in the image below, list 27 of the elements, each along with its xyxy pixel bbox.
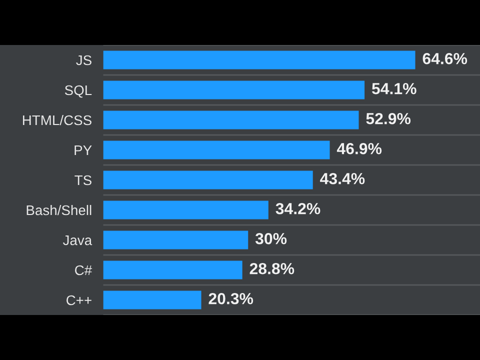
bar bbox=[103, 110, 359, 130]
bar bbox=[103, 200, 268, 220]
data-label: 46.9% bbox=[336, 142, 382, 154]
y-tick-label: Java bbox=[62, 235, 92, 246]
bar bbox=[103, 230, 248, 250]
data-label: 30% bbox=[255, 232, 287, 244]
bar bbox=[103, 260, 242, 280]
y-tick-label: C# bbox=[75, 265, 92, 276]
y-tick-label: JS bbox=[76, 55, 92, 66]
y-tick-label: HTML/CSS bbox=[23, 114, 92, 126]
y-tick-label: TS bbox=[74, 175, 92, 186]
bar bbox=[103, 50, 416, 70]
data-label: 52.9% bbox=[366, 112, 411, 124]
bar bbox=[103, 290, 202, 310]
y-tick-label: C++ bbox=[66, 295, 92, 306]
bar bbox=[103, 80, 365, 100]
y-tick-label: Bash/Shell bbox=[26, 204, 92, 216]
bar bbox=[103, 140, 330, 160]
data-label: 43.4% bbox=[320, 172, 365, 184]
data-label: 54.1% bbox=[372, 83, 416, 94]
bar bbox=[103, 170, 313, 190]
data-label: 34.2% bbox=[276, 202, 320, 214]
data-label: 28.8% bbox=[250, 262, 294, 274]
y-tick-label: PY bbox=[74, 145, 92, 156]
data-label: 64.6% bbox=[422, 52, 468, 64]
y-tick-label: SQL bbox=[64, 85, 92, 98]
data-label: 20.3% bbox=[208, 292, 254, 304]
